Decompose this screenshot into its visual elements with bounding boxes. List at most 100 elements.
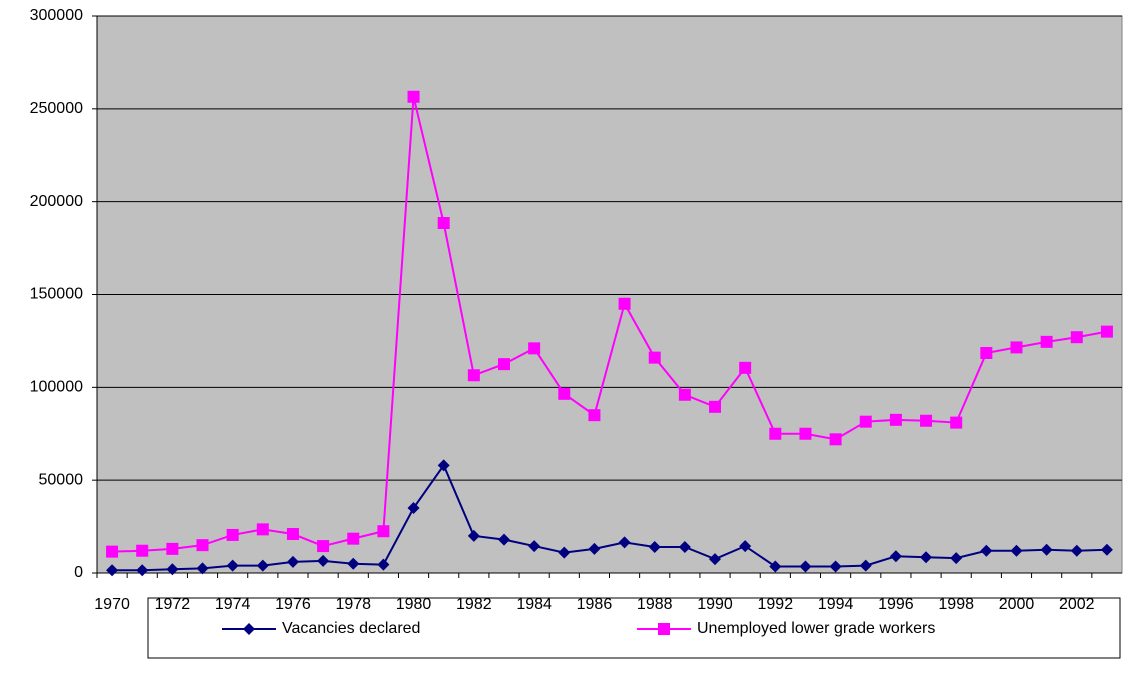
data-point (859, 415, 872, 428)
data-point (1100, 325, 1113, 338)
data-point (196, 539, 209, 552)
data-point (648, 541, 661, 554)
data-point (1040, 543, 1053, 556)
data-point (678, 541, 691, 554)
data-point (588, 409, 601, 422)
legend-marker (658, 623, 670, 635)
data-point (678, 388, 691, 401)
data-point (437, 459, 450, 472)
x-tick-label: 1982 (456, 596, 492, 613)
data-point (256, 523, 269, 536)
data-point (407, 90, 420, 103)
data-point (739, 540, 752, 553)
data-point (558, 546, 571, 559)
x-tick-label: 1998 (938, 596, 974, 613)
data-point (467, 529, 480, 542)
y-tick-label: 100000 (30, 379, 83, 396)
data-point (709, 400, 722, 413)
data-point (920, 551, 933, 564)
data-point (829, 560, 842, 573)
x-tick-label: 1994 (818, 596, 854, 613)
data-point (1070, 544, 1083, 557)
x-tick-label: 1978 (335, 596, 371, 613)
legend-label: Vacancies declared (282, 620, 420, 637)
x-tick-label: 1976 (275, 596, 311, 613)
data-point (859, 559, 872, 572)
data-point (618, 297, 631, 310)
x-tick-label: 1974 (215, 596, 251, 613)
data-point (106, 545, 119, 558)
data-point (1100, 543, 1113, 556)
data-point (980, 346, 993, 359)
data-point (950, 552, 963, 565)
y-tick-label: 250000 (30, 100, 83, 117)
data-point (588, 542, 601, 555)
data-point (377, 525, 390, 538)
data-point (799, 427, 812, 440)
data-point (528, 540, 541, 553)
data-point (618, 536, 631, 549)
data-point (920, 414, 933, 427)
x-tick-label: 1984 (516, 596, 552, 613)
data-point (166, 542, 179, 555)
data-point (1040, 335, 1053, 348)
x-tick-label: 2000 (999, 596, 1035, 613)
data-point (709, 553, 722, 566)
data-point (889, 550, 902, 563)
data-point (769, 427, 782, 440)
data-point (347, 532, 360, 545)
y-tick-label: 50000 (39, 471, 84, 488)
data-point (317, 540, 330, 553)
x-tick-label: 1988 (637, 596, 673, 613)
x-tick-label: 1992 (758, 596, 794, 613)
x-tick-label: 1972 (155, 596, 191, 613)
y-tick-label: 0 (74, 564, 83, 581)
x-tick-label: 2002 (1059, 596, 1095, 613)
x-tick-label: 1986 (577, 596, 613, 613)
data-point (980, 544, 993, 557)
data-point (437, 217, 450, 230)
data-point (497, 533, 510, 546)
y-tick-label: 150000 (30, 286, 83, 303)
data-point (829, 433, 842, 446)
data-point (1010, 341, 1023, 354)
data-point (407, 502, 420, 515)
legend-box (147, 597, 1121, 659)
data-point (1070, 331, 1083, 344)
data-point (769, 560, 782, 573)
x-tick-label: 1980 (396, 596, 432, 613)
series-line (112, 463, 1107, 572)
data-point (799, 560, 812, 573)
data-point (558, 387, 571, 400)
data-point (226, 559, 239, 572)
data-point (106, 564, 119, 577)
data-point (136, 544, 149, 557)
data-point (1010, 544, 1023, 557)
data-point (497, 358, 510, 371)
y-tick-label: 300000 (30, 7, 83, 24)
data-point (648, 351, 661, 364)
data-point (286, 555, 299, 568)
data-point (256, 559, 269, 572)
legend-label: Unemployed lower grade workers (697, 620, 935, 637)
x-tick-label: 1996 (878, 596, 914, 613)
x-tick-label: 1990 (697, 596, 733, 613)
data-point (286, 528, 299, 541)
data-point (889, 413, 902, 426)
x-tick-label: 1970 (94, 596, 130, 613)
data-point (347, 557, 360, 570)
data-point (739, 361, 752, 374)
data-point (166, 563, 179, 576)
data-point (136, 564, 149, 577)
series-line (112, 96, 1108, 553)
data-point (317, 554, 330, 567)
data-point (467, 369, 480, 382)
data-point (950, 416, 963, 429)
data-point (226, 528, 239, 541)
data-point (377, 558, 390, 571)
y-tick-label: 200000 (30, 193, 83, 210)
data-point (528, 342, 541, 355)
legend-marker (243, 623, 255, 635)
data-point (196, 562, 209, 575)
